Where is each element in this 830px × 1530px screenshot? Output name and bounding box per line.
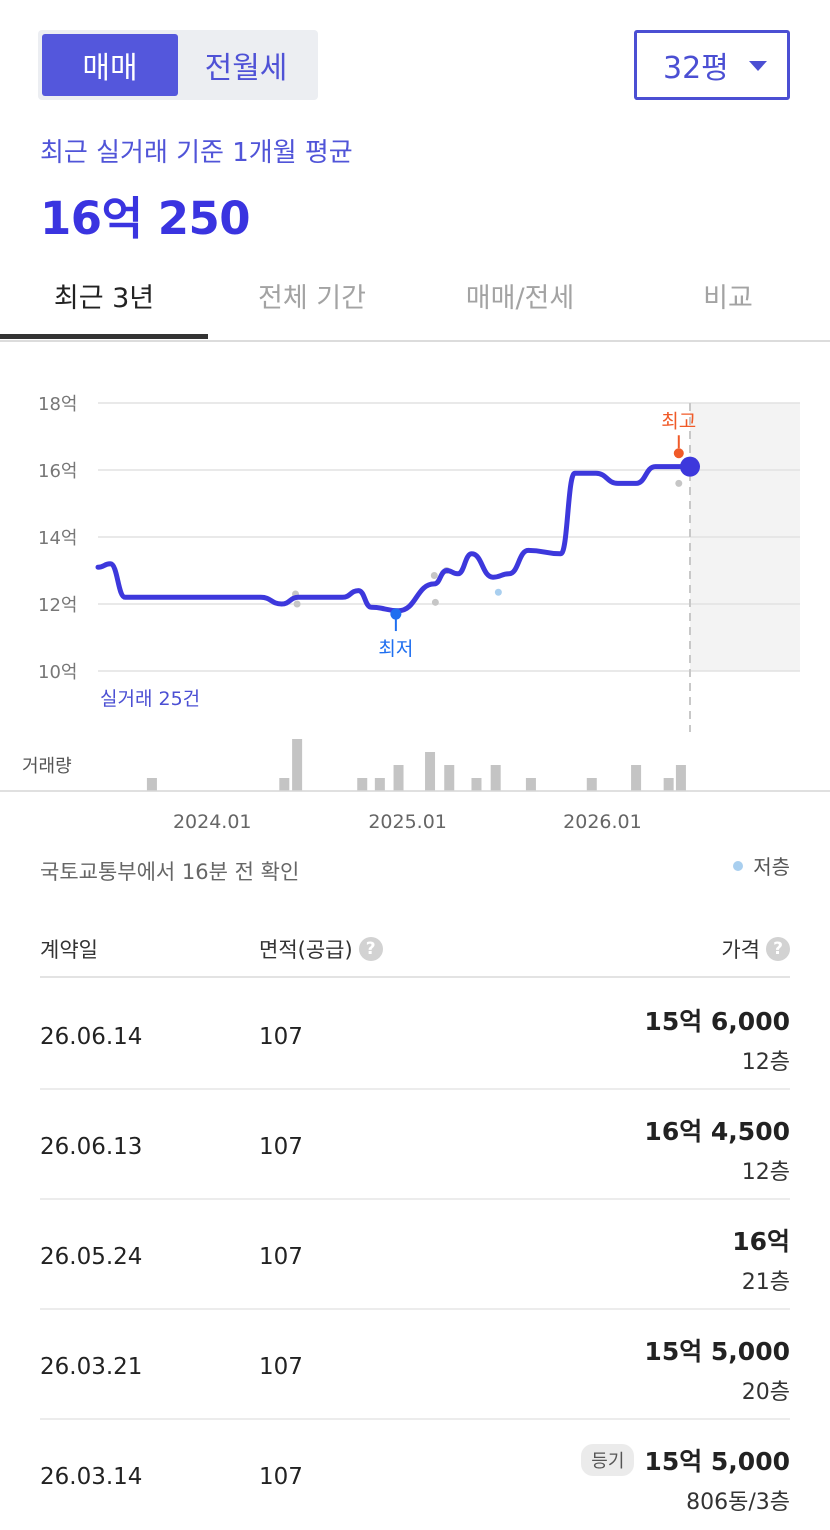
volume-bar: [374, 778, 385, 791]
table-row[interactable]: 26.06.13 107 16억 4,500 12층: [40, 1090, 790, 1200]
table-row[interactable]: 26.06.14 107 15억 6,000 12층: [40, 980, 790, 1090]
row-floor: 12층: [741, 1050, 790, 1075]
row-date: 26.06.14: [40, 1024, 143, 1050]
transaction-dot: [675, 479, 683, 487]
caret-down-icon: [749, 61, 767, 71]
legend-low-floor-label: 저층: [753, 855, 790, 879]
area-help-icon[interactable]: ?: [358, 937, 383, 961]
max-marker-label: 최고: [661, 410, 696, 432]
row-floor: 12층: [741, 1160, 790, 1185]
x-tick-label: 2026.01: [563, 811, 642, 833]
row-price: 16억: [732, 1227, 790, 1256]
volume-bar: [146, 778, 157, 791]
transaction-table-header: 계약일 면적(공급) ? 가격 ?: [40, 912, 790, 978]
y-tick-label: 16억: [38, 461, 77, 482]
transaction-dot: [293, 600, 301, 608]
period-tabs: 최근 3년 전체 기간 매매/전세 비교: [0, 250, 830, 342]
tab-sale-vs-jeonse[interactable]: 매매/전세: [465, 282, 575, 314]
row-price: 15억 6,000: [644, 1007, 790, 1036]
row-area: 107: [259, 1244, 303, 1270]
row-floor: 20층: [741, 1380, 790, 1405]
y-tick-label: 14억: [38, 528, 77, 549]
rent-tab-button[interactable]: 전월세: [204, 51, 288, 86]
registered-badge: 등기: [581, 1444, 635, 1476]
row-date: 26.03.21: [40, 1354, 143, 1380]
row-date: 26.03.14: [40, 1464, 143, 1490]
transaction-dot: [494, 588, 502, 596]
volume-bar: [663, 778, 674, 791]
header-area: 면적(공급) ?: [259, 934, 383, 964]
active-tab-indicator: [0, 334, 208, 339]
sale-tab-button[interactable]: 매매: [42, 34, 178, 96]
volume-bar: [675, 765, 686, 791]
tab-recent-3-years[interactable]: 최근 3년: [53, 282, 155, 314]
table-row[interactable]: 26.05.24 107 16억 21층: [40, 1200, 790, 1310]
area-select-value: 32평: [663, 51, 729, 86]
volume-bar: [292, 739, 303, 791]
source-note: 국토교통부에서 16분 전 확인: [40, 860, 300, 884]
header-price: 가격 ?: [721, 934, 790, 964]
average-caption: 최근 실거래 기준 1개월 평균: [40, 138, 353, 168]
low-floor-dot-icon: [733, 860, 744, 871]
volume-label: 거래량: [22, 756, 72, 777]
row-price: 15억 5,000: [644, 1337, 790, 1366]
volume-bar: [490, 765, 501, 791]
min-marker-label: 최저: [378, 638, 413, 660]
volume-bar: [444, 765, 455, 791]
transaction-dot: [430, 572, 438, 580]
row-price: 16억 4,500: [644, 1117, 790, 1146]
row-area: 107: [259, 1354, 303, 1380]
y-tick-label: 12억: [38, 595, 77, 616]
price-trend-line: [95, 464, 693, 614]
volume-bar: [631, 765, 642, 791]
min-marker-dot: [390, 608, 402, 620]
row-area: 107: [259, 1024, 303, 1050]
row-area: 107: [259, 1134, 303, 1160]
row-date: 26.06.13: [40, 1134, 143, 1160]
volume-bar: [357, 778, 368, 791]
current-price-dot: [680, 456, 700, 477]
max-marker-dot: [673, 448, 684, 459]
y-tick-label: 18억: [38, 394, 77, 415]
x-tick-label: 2024.01: [173, 811, 252, 833]
row-price: 등기 15억 5,000: [581, 1442, 790, 1478]
row-date: 26.05.24: [40, 1244, 143, 1270]
header-contract-date: 계약일: [40, 938, 98, 962]
area-select[interactable]: 32평: [634, 30, 790, 100]
tab-all-period[interactable]: 전체 기간: [258, 282, 366, 314]
average-price: 16억 250: [40, 192, 251, 245]
volume-bar: [471, 778, 482, 791]
volume-bar: [425, 752, 436, 791]
volume-bar: [525, 778, 536, 791]
y-tick-label: 10억: [38, 662, 77, 683]
transaction-count-label: 실거래 25건: [100, 688, 200, 710]
price-help-icon[interactable]: ?: [766, 937, 790, 961]
trade-type-segment: 매매 전월세: [38, 30, 318, 100]
x-tick-label: 2025.01: [368, 811, 447, 833]
volume-bar: [586, 778, 597, 791]
row-area: 107: [259, 1464, 303, 1490]
row-floor: 806동/3층: [686, 1490, 790, 1515]
table-row[interactable]: 26.03.14 107 등기 15억 5,000 806동/3층: [40, 1420, 790, 1530]
volume-bar: [393, 765, 404, 791]
table-row[interactable]: 26.03.21 107 15억 5,000 20층: [40, 1310, 790, 1420]
transaction-dot: [431, 598, 439, 606]
volume-bar: [279, 778, 290, 791]
legend: 저층: [733, 851, 790, 880]
tab-compare[interactable]: 비교: [703, 282, 753, 314]
row-floor: 21층: [741, 1270, 790, 1295]
